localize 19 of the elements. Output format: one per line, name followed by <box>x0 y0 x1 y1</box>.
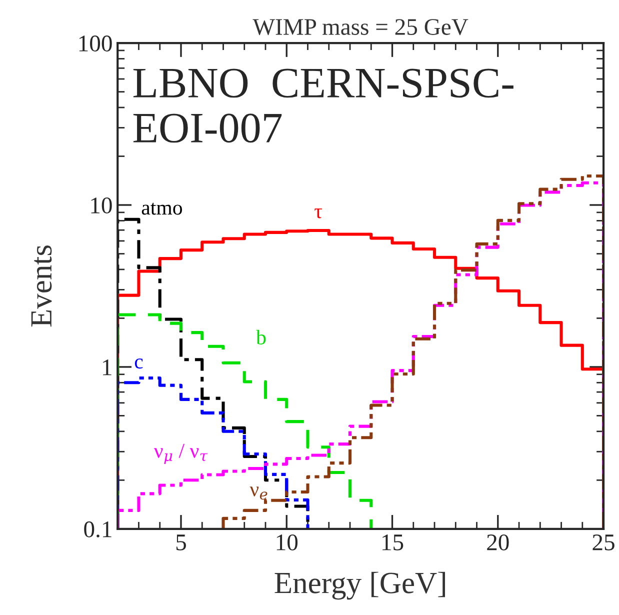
x-axis-title: Energy [GeV] <box>274 572 445 600</box>
y-tick-label: 100 <box>79 36 112 52</box>
series-label: b <box>256 330 266 344</box>
series-label: ν$_{μ}$ / ν$_{τ}$ <box>154 444 208 464</box>
series-label: ν$_{e}$ <box>250 486 268 500</box>
series-label: τ <box>314 208 322 218</box>
y-axis-title: Events <box>31 246 52 327</box>
series-label: c <box>134 358 143 369</box>
x-tick-label: 20 <box>487 534 509 550</box>
x-tick-label: 25 <box>592 534 614 550</box>
y-tick-label: 0.1 <box>84 521 112 538</box>
y-tick-label: 10 <box>91 197 112 214</box>
series-label: atmo <box>142 202 182 215</box>
y-tick-label: 1 <box>103 360 112 376</box>
x-tick-label: 10 <box>276 534 298 550</box>
x-tick-label: 5 <box>176 534 186 550</box>
annotation: LBNO CERN-SPSC- EOI-007 <box>133 68 514 143</box>
chart-title: WIMP mass = 25 GeV <box>252 19 468 36</box>
x-tick-label: 15 <box>382 534 404 550</box>
